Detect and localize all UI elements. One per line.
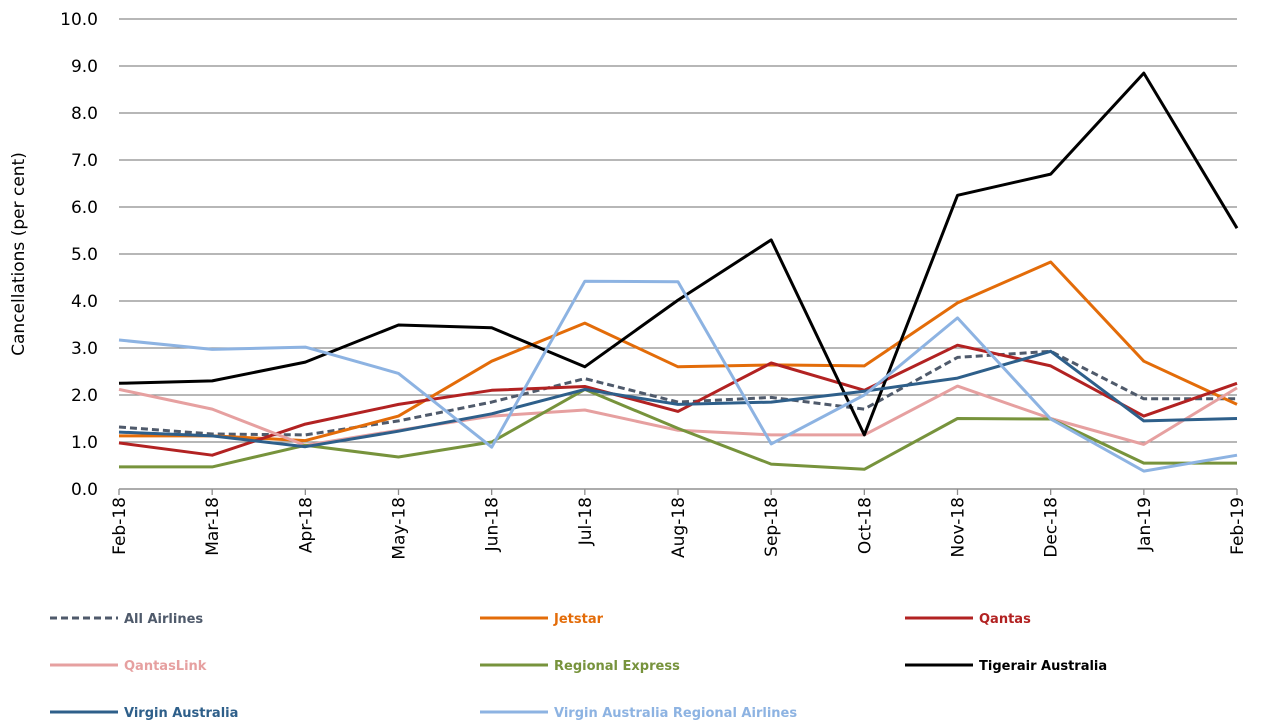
series-line bbox=[118, 279, 1238, 473]
y-tick-label: 9.0 bbox=[71, 57, 98, 77]
legend-label: Virgin Australia Regional Airlines bbox=[554, 706, 797, 721]
x-tick-label: May-18 bbox=[390, 497, 410, 560]
legend-label: All Airlines bbox=[124, 612, 203, 627]
y-tick-label: 4.0 bbox=[71, 292, 98, 312]
x-tick-label: Jan-19 bbox=[1135, 497, 1155, 552]
y-tick-label: 7.0 bbox=[71, 151, 98, 171]
x-tick-label: Jun-18 bbox=[483, 497, 503, 552]
y-tick-label: 2.0 bbox=[71, 386, 98, 406]
y-tick-label: 3.0 bbox=[71, 339, 98, 359]
y-tick-label: 5.0 bbox=[71, 245, 98, 265]
x-tick-label: Jul-18 bbox=[576, 497, 596, 546]
x-tick-label: Aug-18 bbox=[669, 497, 689, 558]
x-tick-label: Sep-18 bbox=[762, 497, 782, 557]
x-tick-label: Mar-18 bbox=[203, 497, 223, 556]
x-tick-label: Nov-18 bbox=[949, 497, 969, 558]
y-axis-label: Cancellations (per cent) bbox=[9, 152, 29, 356]
x-tick-label: Apr-18 bbox=[296, 497, 316, 553]
series-line bbox=[119, 260, 1238, 443]
y-tick-label: 0.0 bbox=[71, 480, 98, 500]
x-tick-label: Feb-18 bbox=[110, 497, 130, 555]
y-tick-label: 8.0 bbox=[71, 104, 98, 124]
legend-label: QantasLink bbox=[124, 659, 207, 674]
series-line bbox=[118, 71, 1239, 437]
series-line bbox=[118, 343, 1238, 457]
y-tick-label: 1.0 bbox=[71, 433, 98, 453]
x-tick-label: Oct-18 bbox=[855, 497, 875, 554]
legend-label: Jetstar bbox=[553, 612, 604, 627]
x-tick-label: Feb-19 bbox=[1228, 497, 1248, 555]
legend-label: Virgin Australia bbox=[124, 706, 238, 721]
legend-label: Regional Express bbox=[554, 659, 680, 674]
legend-label: Tigerair Australia bbox=[979, 659, 1107, 674]
x-tick-label: Dec-18 bbox=[1042, 497, 1062, 558]
y-tick-label: 6.0 bbox=[71, 198, 98, 218]
legend-label: Qantas bbox=[979, 612, 1031, 627]
series-line bbox=[118, 349, 1238, 449]
y-tick-label: 10.0 bbox=[60, 10, 98, 30]
